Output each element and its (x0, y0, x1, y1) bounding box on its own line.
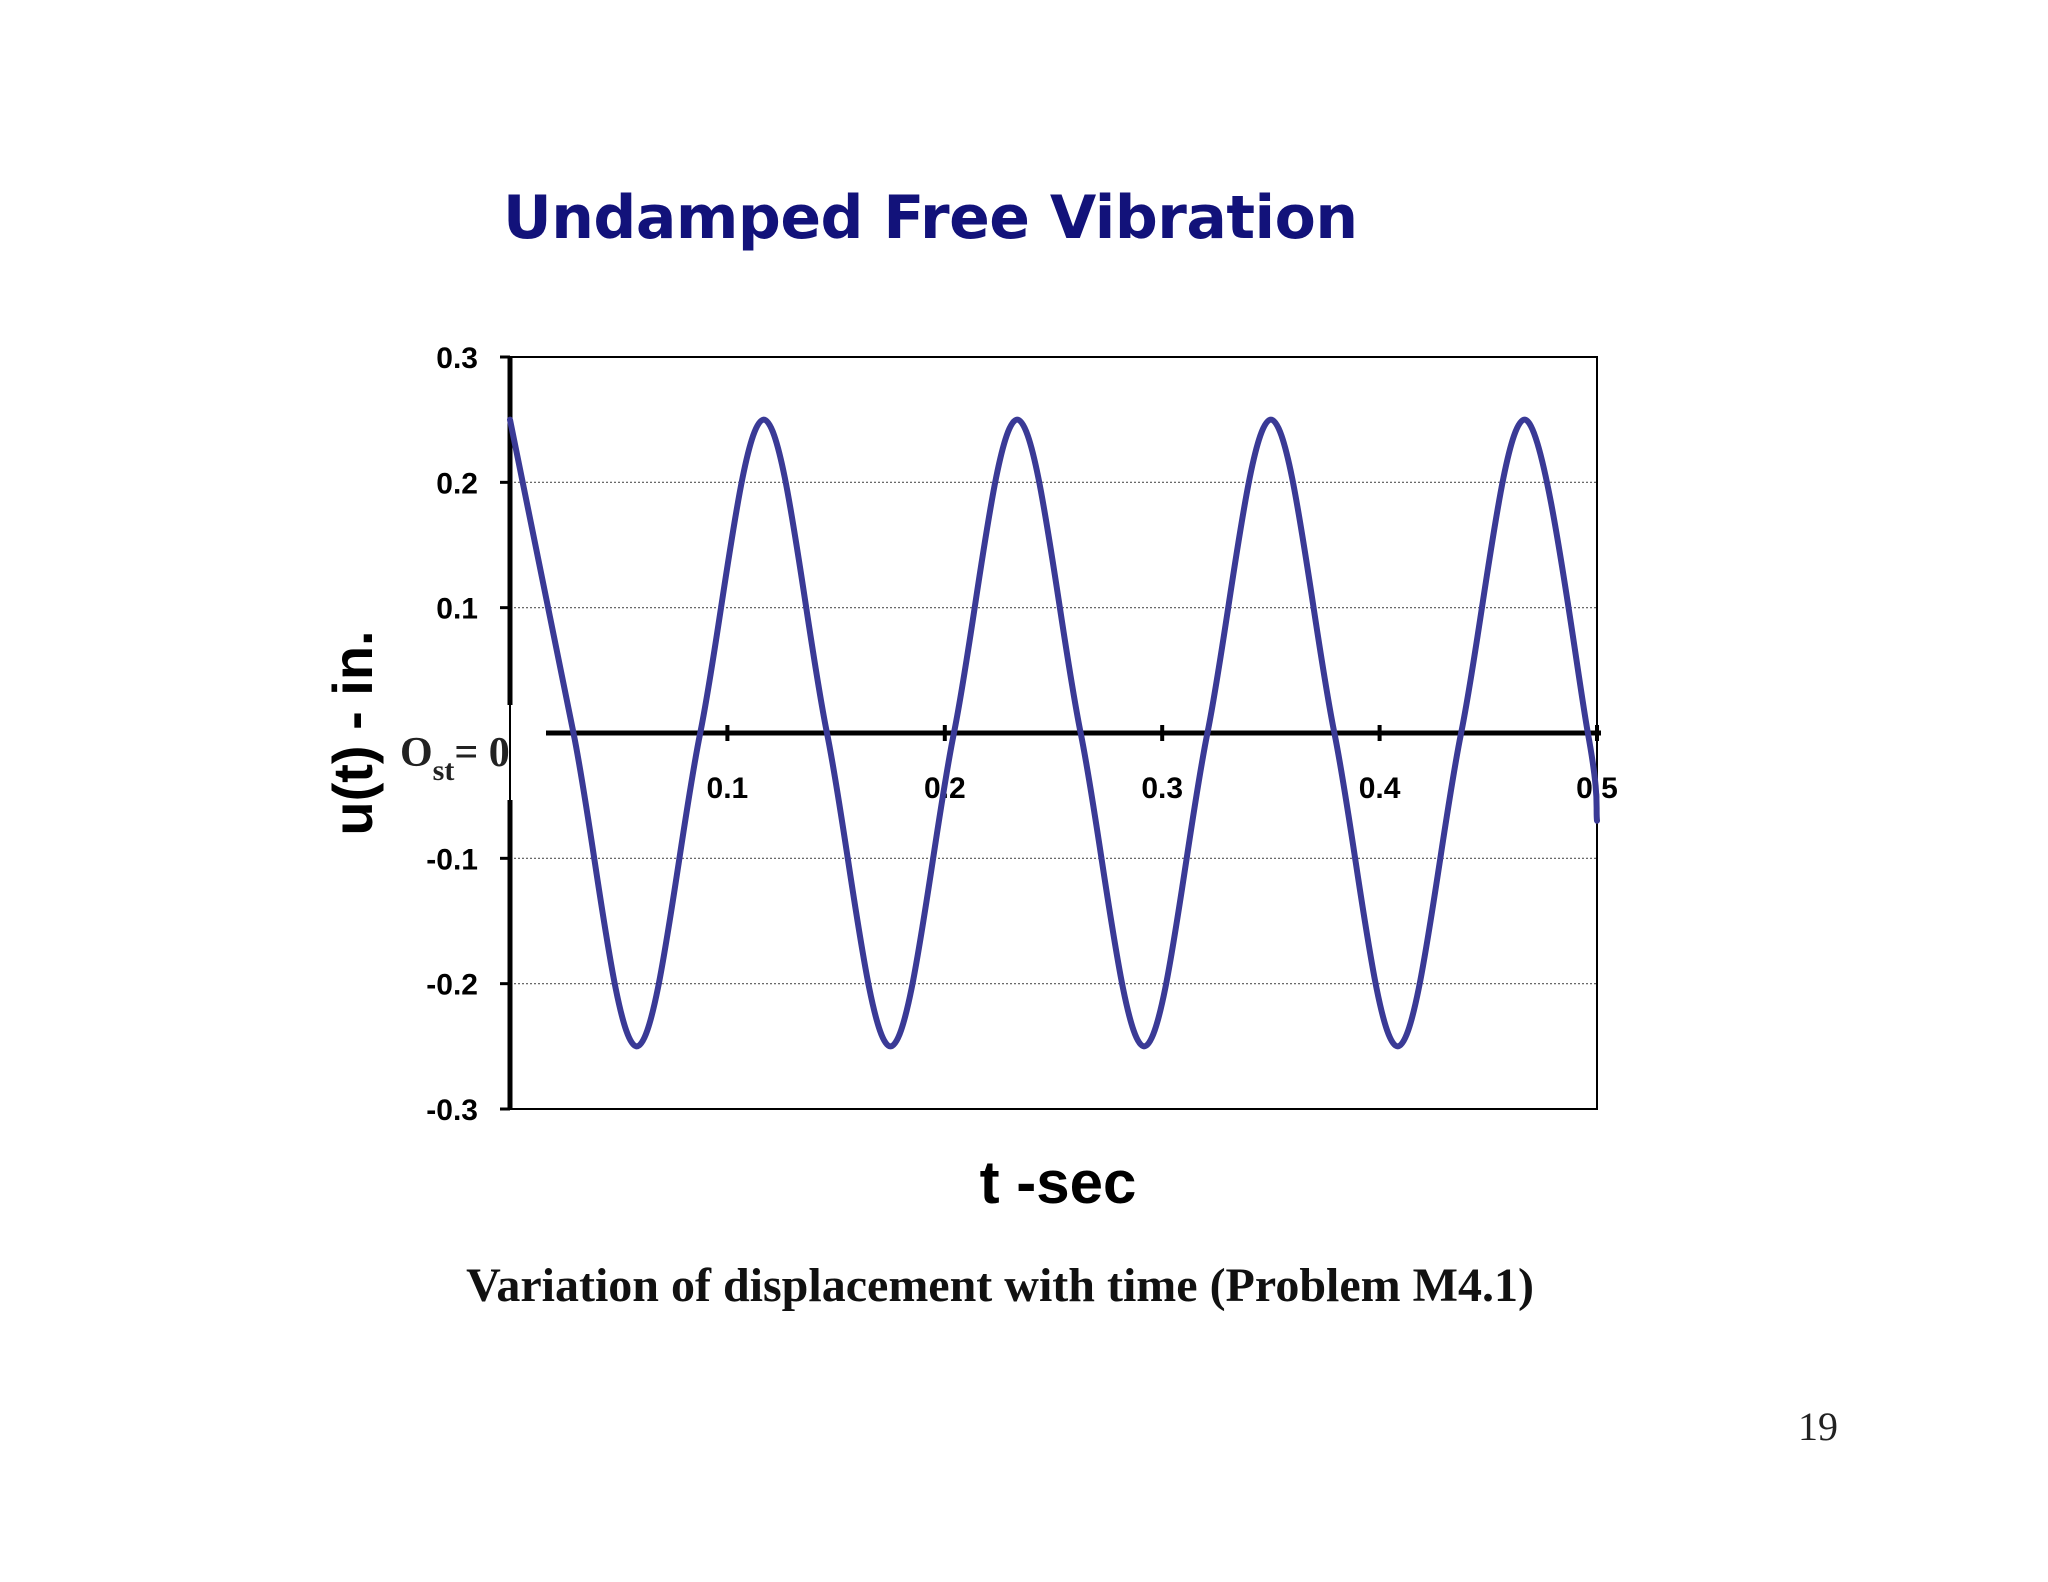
x-tick-label: 0.3 (1141, 772, 1183, 805)
y-tick-label: -0.1 (426, 843, 478, 876)
origin-label: Ost= 0 (400, 730, 510, 787)
y-axis-label: u(t) - in. (321, 630, 384, 835)
page-number: 19 (1798, 1404, 1838, 1449)
grid-lines (510, 481, 1597, 985)
x-tick-label: 0.4 (1359, 772, 1401, 805)
y-tick-label: 0.1 (436, 593, 478, 626)
origin-label-main: O (400, 730, 433, 776)
x-tick-labels: 0.1 0.2 0.3 0.4 0.5 (707, 725, 1618, 805)
y-tick-label: -0.2 (426, 969, 478, 1002)
y-tick-label: 0.2 (436, 467, 478, 500)
origin-label-sub: st (433, 754, 455, 787)
y-tick-labels: 0.3 0.2 0.1 -0.1 -0.2 -0.3 (426, 342, 510, 1127)
series-line (507, 416, 1600, 1050)
origin-label-suffix: = 0 (454, 730, 509, 776)
y-tick-label: -0.3 (426, 1094, 478, 1127)
x-tick-label: 0.1 (707, 772, 749, 805)
figure-caption: Variation of displacement with time (Pro… (466, 1259, 1534, 1312)
x-axis-label: t -sec (980, 1149, 1137, 1216)
y-tick-label: 0.3 (436, 342, 478, 375)
slide-title: Undamped Free Vibration (503, 183, 1358, 253)
axes (507, 357, 1601, 1109)
